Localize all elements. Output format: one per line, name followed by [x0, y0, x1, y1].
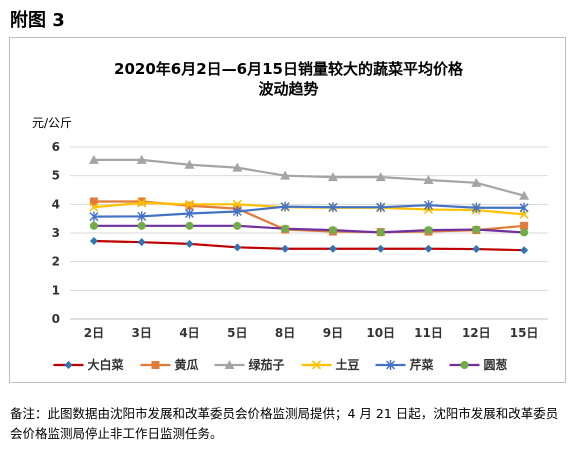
legend-marker — [460, 361, 469, 369]
x-tick-label: 12日 — [462, 326, 491, 340]
x-tick-label: 5日 — [227, 326, 247, 340]
chart-title-line1: 2020年6月2日—6月15日销量较大的蔬菜平均价格 — [114, 60, 463, 78]
data-point — [376, 202, 386, 213]
footnote: 备注：此图数据由沈阳市发展和改革委员会价格监测局提供；4 月 21 日起，沈阳市… — [10, 406, 559, 441]
y-tick-label: 6 — [52, 140, 60, 154]
y-tick-label: 4 — [52, 197, 60, 211]
data-point — [89, 211, 99, 222]
y-tick-label: 0 — [52, 312, 60, 326]
legend-label: 大白菜 — [88, 357, 124, 372]
data-point — [519, 209, 529, 219]
legend-marker — [386, 360, 395, 370]
y-tick-label: 3 — [52, 226, 60, 240]
data-point — [520, 228, 529, 237]
data-point — [232, 162, 243, 172]
series-line-6 — [93, 224, 525, 234]
data-point — [185, 201, 194, 210]
legend-label: 绿茄子 — [249, 357, 285, 372]
series-line-1 — [93, 239, 525, 252]
data-point — [424, 226, 433, 235]
data-point — [472, 245, 481, 254]
data-point — [328, 244, 337, 253]
data-point — [185, 208, 194, 219]
x-tick-label: 4日 — [179, 326, 199, 340]
data-point — [281, 244, 290, 253]
data-point — [137, 198, 147, 208]
data-point — [471, 202, 481, 213]
data-point — [376, 244, 385, 253]
data-point — [281, 224, 290, 233]
data-point — [328, 226, 337, 235]
data-point — [520, 246, 529, 255]
y-axis-unit-label: 元/公斤 — [32, 116, 73, 130]
data-point — [472, 225, 481, 234]
data-point — [471, 177, 482, 187]
page-heading: 附图 3 — [10, 10, 65, 31]
data-point — [519, 202, 529, 213]
data-point — [327, 172, 338, 182]
x-tick-label: 8日 — [275, 326, 295, 340]
data-point — [233, 243, 242, 252]
data-point — [184, 159, 195, 169]
x-tick-label: 11日 — [414, 326, 443, 340]
data-point — [89, 197, 98, 206]
legend-label: 黄瓜 — [175, 357, 199, 372]
data-point — [376, 228, 385, 237]
data-point — [328, 202, 338, 213]
data-point — [519, 190, 530, 200]
x-tick-label: 15日 — [510, 326, 539, 340]
data-point — [233, 221, 242, 230]
data-point — [185, 239, 194, 248]
x-tick-label: 9日 — [323, 326, 343, 340]
data-point — [89, 221, 98, 230]
data-point — [137, 197, 146, 206]
y-tick-label: 5 — [52, 169, 60, 183]
legend-marker — [64, 361, 73, 369]
data-point — [375, 172, 386, 182]
series-line-5 — [93, 204, 525, 218]
data-point — [185, 221, 194, 230]
legend-marker — [311, 360, 322, 370]
legend-label: 圆葱 — [484, 357, 508, 372]
legend-marker — [224, 360, 235, 369]
data-point — [137, 211, 147, 222]
data-point — [280, 201, 290, 212]
x-tick-label: 10日 — [366, 326, 395, 340]
chart-title-line2: 波动趋势 — [258, 80, 319, 98]
data-point — [184, 199, 195, 209]
x-tick-label: 2日 — [84, 326, 104, 340]
series-line-3 — [93, 158, 525, 197]
data-point — [232, 206, 242, 217]
legend-marker — [151, 361, 160, 369]
data-point — [89, 202, 99, 212]
data-point — [137, 238, 146, 247]
data-point — [89, 237, 98, 246]
data-point — [136, 154, 147, 164]
data-point — [232, 199, 242, 209]
x-tick-label: 3日 — [132, 326, 152, 340]
data-point — [88, 154, 99, 164]
y-tick-label: 2 — [52, 255, 60, 269]
legend-label: 土豆 — [336, 357, 360, 372]
data-point — [423, 174, 434, 184]
data-point — [280, 170, 291, 180]
legend-label: 芹菜 — [410, 357, 434, 372]
y-tick-label: 1 — [52, 283, 60, 297]
data-point — [424, 200, 433, 211]
data-point — [137, 221, 146, 230]
data-point — [424, 244, 433, 253]
data-point — [520, 221, 529, 230]
